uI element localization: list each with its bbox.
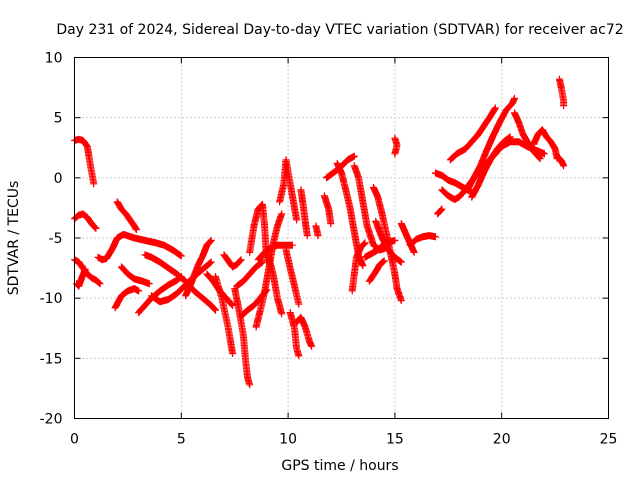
plus-markers bbox=[391, 134, 401, 158]
y-tick-label: 10 bbox=[45, 51, 63, 67]
series-arc-41 bbox=[434, 205, 446, 218]
series-arc-26 bbox=[293, 313, 316, 350]
series-arc-23 bbox=[276, 156, 301, 224]
series-arc-25 bbox=[286, 309, 303, 360]
plot-frame bbox=[74, 57, 609, 419]
series-arc-28 bbox=[312, 222, 322, 240]
y-tick-label: 0 bbox=[54, 171, 63, 187]
series-arc-06 bbox=[113, 198, 140, 234]
series-arc-45 bbox=[464, 94, 518, 194]
x-tick-label: 15 bbox=[386, 432, 404, 448]
y-tick-label: 5 bbox=[54, 111, 63, 127]
series-arc-08 bbox=[118, 263, 153, 288]
y-axis-label: SDTVAR / TECUs bbox=[6, 181, 22, 296]
series-arc-48 bbox=[530, 126, 561, 163]
plus-markers bbox=[372, 217, 405, 266]
plus-markers bbox=[212, 273, 237, 357]
plus-markers bbox=[276, 156, 301, 224]
plus-markers bbox=[282, 246, 303, 308]
series-arc-35 bbox=[365, 257, 388, 285]
plus-markers bbox=[263, 246, 286, 318]
chart-title: Day 231 of 2024, Sidereal Day-to-day VTE… bbox=[56, 22, 623, 38]
x-axis-label: GPS time / hours bbox=[281, 458, 398, 474]
plus-markers bbox=[434, 205, 446, 218]
series-arc-12 bbox=[182, 236, 215, 300]
plus-markers bbox=[73, 265, 89, 290]
series-arc-44 bbox=[446, 104, 499, 164]
plus-markers bbox=[182, 236, 215, 300]
plus-markers bbox=[555, 75, 568, 110]
plus-markers bbox=[511, 109, 544, 163]
plus-markers bbox=[365, 257, 388, 285]
plus-markers bbox=[446, 104, 499, 164]
plus-markers bbox=[406, 232, 439, 249]
plus-markers bbox=[468, 133, 514, 201]
x-tick-label: 0 bbox=[70, 432, 79, 448]
series-arc-14 bbox=[212, 273, 237, 357]
series-arc-02 bbox=[71, 210, 100, 232]
plus-markers bbox=[297, 186, 311, 240]
y-tick-label: -20 bbox=[40, 412, 63, 428]
series-arc-24 bbox=[282, 246, 303, 308]
plus-markers bbox=[118, 263, 153, 288]
plus-markers bbox=[293, 313, 316, 350]
plus-markers bbox=[231, 285, 254, 389]
series-arc-50 bbox=[553, 152, 568, 170]
grid-lines bbox=[74, 57, 609, 419]
plus-markers bbox=[464, 94, 518, 194]
series-arc-38 bbox=[391, 134, 401, 158]
x-tick-label: 5 bbox=[177, 432, 186, 448]
series-arc-46 bbox=[468, 133, 514, 201]
series-arc-17 bbox=[233, 258, 266, 290]
series-arc-16 bbox=[220, 251, 245, 271]
series-arc-05 bbox=[94, 230, 185, 264]
series-arc-04 bbox=[73, 265, 89, 290]
series-arc-32 bbox=[348, 239, 369, 295]
plus-markers bbox=[111, 285, 143, 312]
series-arc-07 bbox=[111, 285, 143, 312]
plus-markers bbox=[233, 258, 266, 290]
plus-markers bbox=[320, 192, 335, 228]
x-tick-label: 25 bbox=[600, 432, 618, 448]
series-arc-37 bbox=[372, 217, 405, 266]
plus-markers bbox=[348, 239, 369, 295]
y-axis-ticks: 10 5 0 -5 -10 -15 -20 bbox=[40, 51, 609, 428]
plus-markers bbox=[312, 222, 322, 240]
plus-markers bbox=[553, 152, 568, 170]
x-axis-ticks: 0 5 10 15 20 25 bbox=[70, 57, 618, 448]
plus-markers bbox=[286, 309, 303, 360]
y-tick-label: -5 bbox=[49, 231, 63, 247]
y-tick-label: -10 bbox=[40, 291, 63, 307]
plus-markers bbox=[71, 210, 100, 232]
x-tick-label: 10 bbox=[279, 432, 297, 448]
plus-markers bbox=[530, 126, 561, 163]
y-tick-label: -15 bbox=[40, 351, 63, 367]
series-arc-40 bbox=[406, 232, 439, 249]
data-points bbox=[71, 75, 568, 389]
series-arc-27 bbox=[297, 186, 311, 240]
series-arc-10 bbox=[141, 251, 219, 314]
series-arc-22 bbox=[263, 246, 286, 318]
series-arc-49 bbox=[555, 75, 568, 110]
x-tick-label: 20 bbox=[493, 432, 511, 448]
plus-markers bbox=[113, 198, 140, 234]
plus-markers bbox=[94, 230, 185, 264]
series-arc-29 bbox=[320, 192, 335, 228]
series-arc-47 bbox=[511, 109, 544, 163]
series-arc-15 bbox=[231, 285, 254, 389]
plus-markers bbox=[141, 251, 219, 314]
plus-markers bbox=[220, 251, 245, 271]
